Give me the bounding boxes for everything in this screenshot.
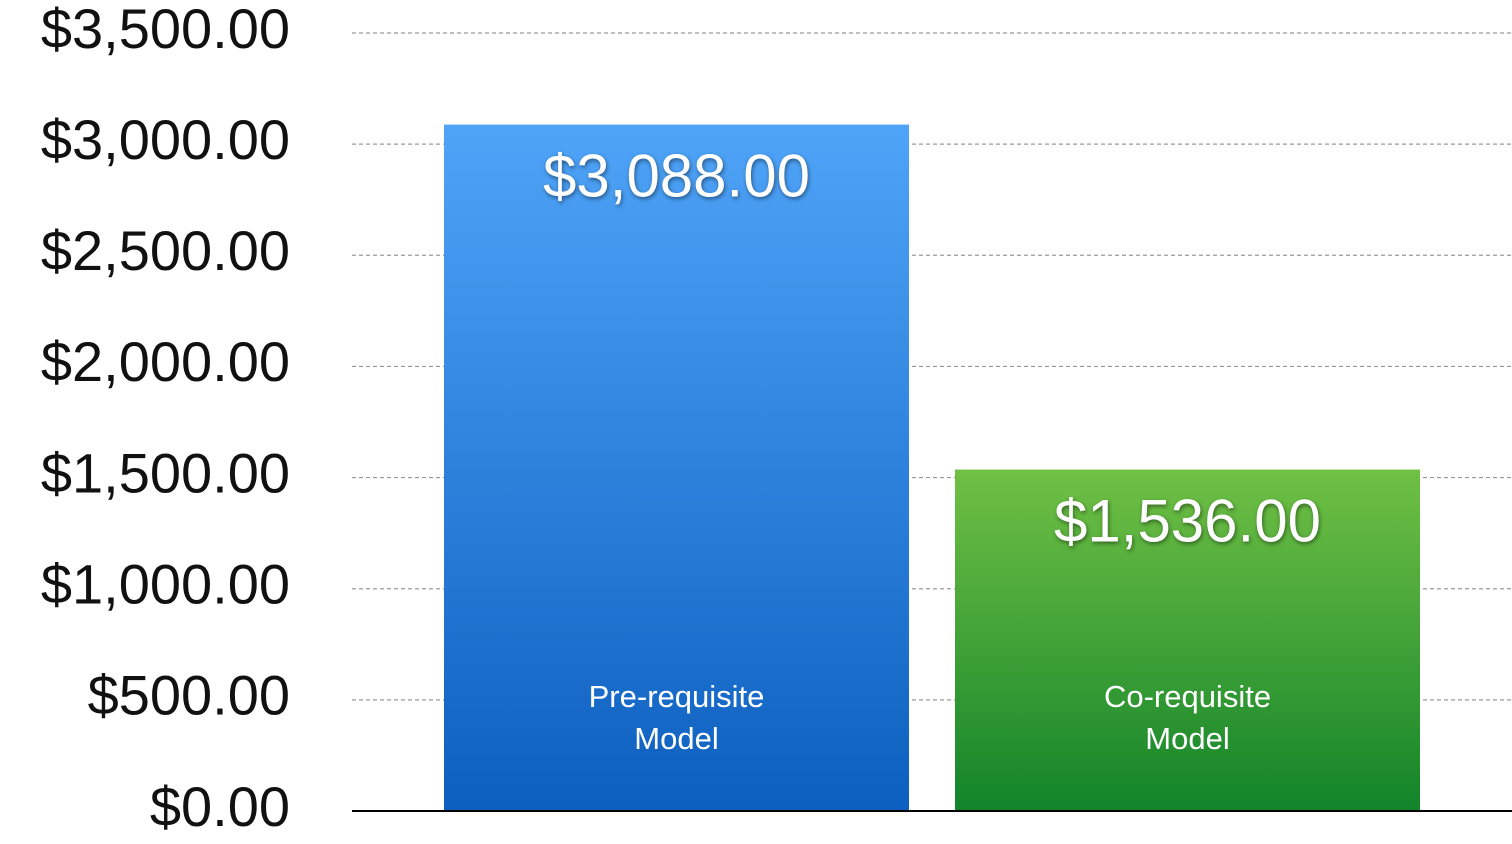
y-tick-label: $1,500.00 <box>41 441 290 504</box>
y-tick-label: $3,500.00 <box>41 0 290 60</box>
value-label: $3,088.00 <box>543 142 810 209</box>
y-tick-label: $3,000.00 <box>41 108 290 171</box>
y-tick-label: $2,000.00 <box>41 330 290 393</box>
bar <box>955 469 1420 811</box>
category-label: Co-requisite Model <box>1103 679 1272 756</box>
bar <box>444 124 909 811</box>
y-tick-label: $0.00 <box>150 775 290 838</box>
y-tick-label: $1,000.00 <box>41 553 290 616</box>
y-tick-label: $500.00 <box>88 664 290 727</box>
category-label: Pre-requisite Model <box>588 679 765 756</box>
y-tick-label: $2,500.00 <box>41 219 290 282</box>
value-label: $1,536.00 <box>1054 487 1321 554</box>
